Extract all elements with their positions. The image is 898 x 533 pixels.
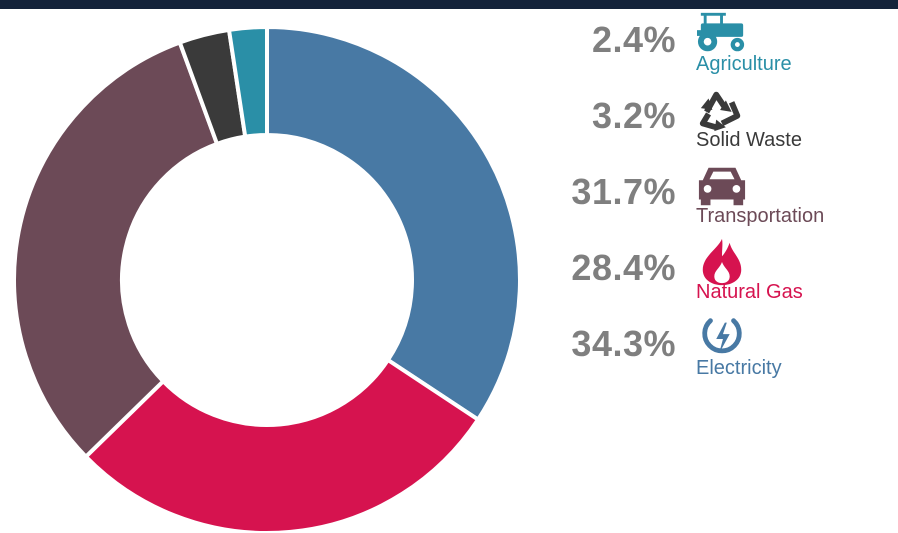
legend-percent-solid-waste: 3.2% (591, 95, 676, 136)
power-icon (692, 313, 752, 361)
legend-item-natural-gas: 28.4% Natural Gas (548, 237, 888, 313)
tractor-icon (692, 9, 752, 57)
donut-slice-electricity (265, 25, 522, 422)
legend-item-transportation: 31.7% Transportation (548, 161, 888, 237)
donut-chart (12, 25, 522, 533)
legend-percent-agriculture: 2.4% (591, 19, 676, 60)
legend-percent-transportation: 31.7% (571, 171, 676, 212)
legend-percent-electricity: 34.3% (571, 323, 676, 364)
donut-slice-transportation (12, 40, 220, 459)
car-icon (692, 161, 752, 209)
donut-slice-agriculture (226, 25, 269, 139)
legend-percent-natural-gas: 28.4% (571, 247, 676, 288)
legend-label-natural-gas: Natural Gas (696, 281, 803, 303)
legend-label-transportation: Transportation (696, 205, 825, 227)
legend-label-solid-waste: Solid Waste (696, 129, 802, 151)
flame-icon (692, 237, 752, 286)
legend-item-agriculture: 2.4% Agriculture (548, 9, 888, 85)
legend-item-electricity: 34.3% Electricity (548, 313, 888, 389)
legend: 2.4% Agriculture 3.2% Solid Waste 31.7% (548, 9, 888, 389)
top-bar (0, 0, 898, 9)
legend-item-solid-waste: 3.2% Solid Waste (548, 85, 888, 161)
donut-slice-natural-gas (83, 357, 481, 533)
recycle-icon (692, 85, 752, 133)
legend-label-electricity: Electricity (696, 357, 782, 379)
legend-label-agriculture: Agriculture (696, 53, 792, 75)
